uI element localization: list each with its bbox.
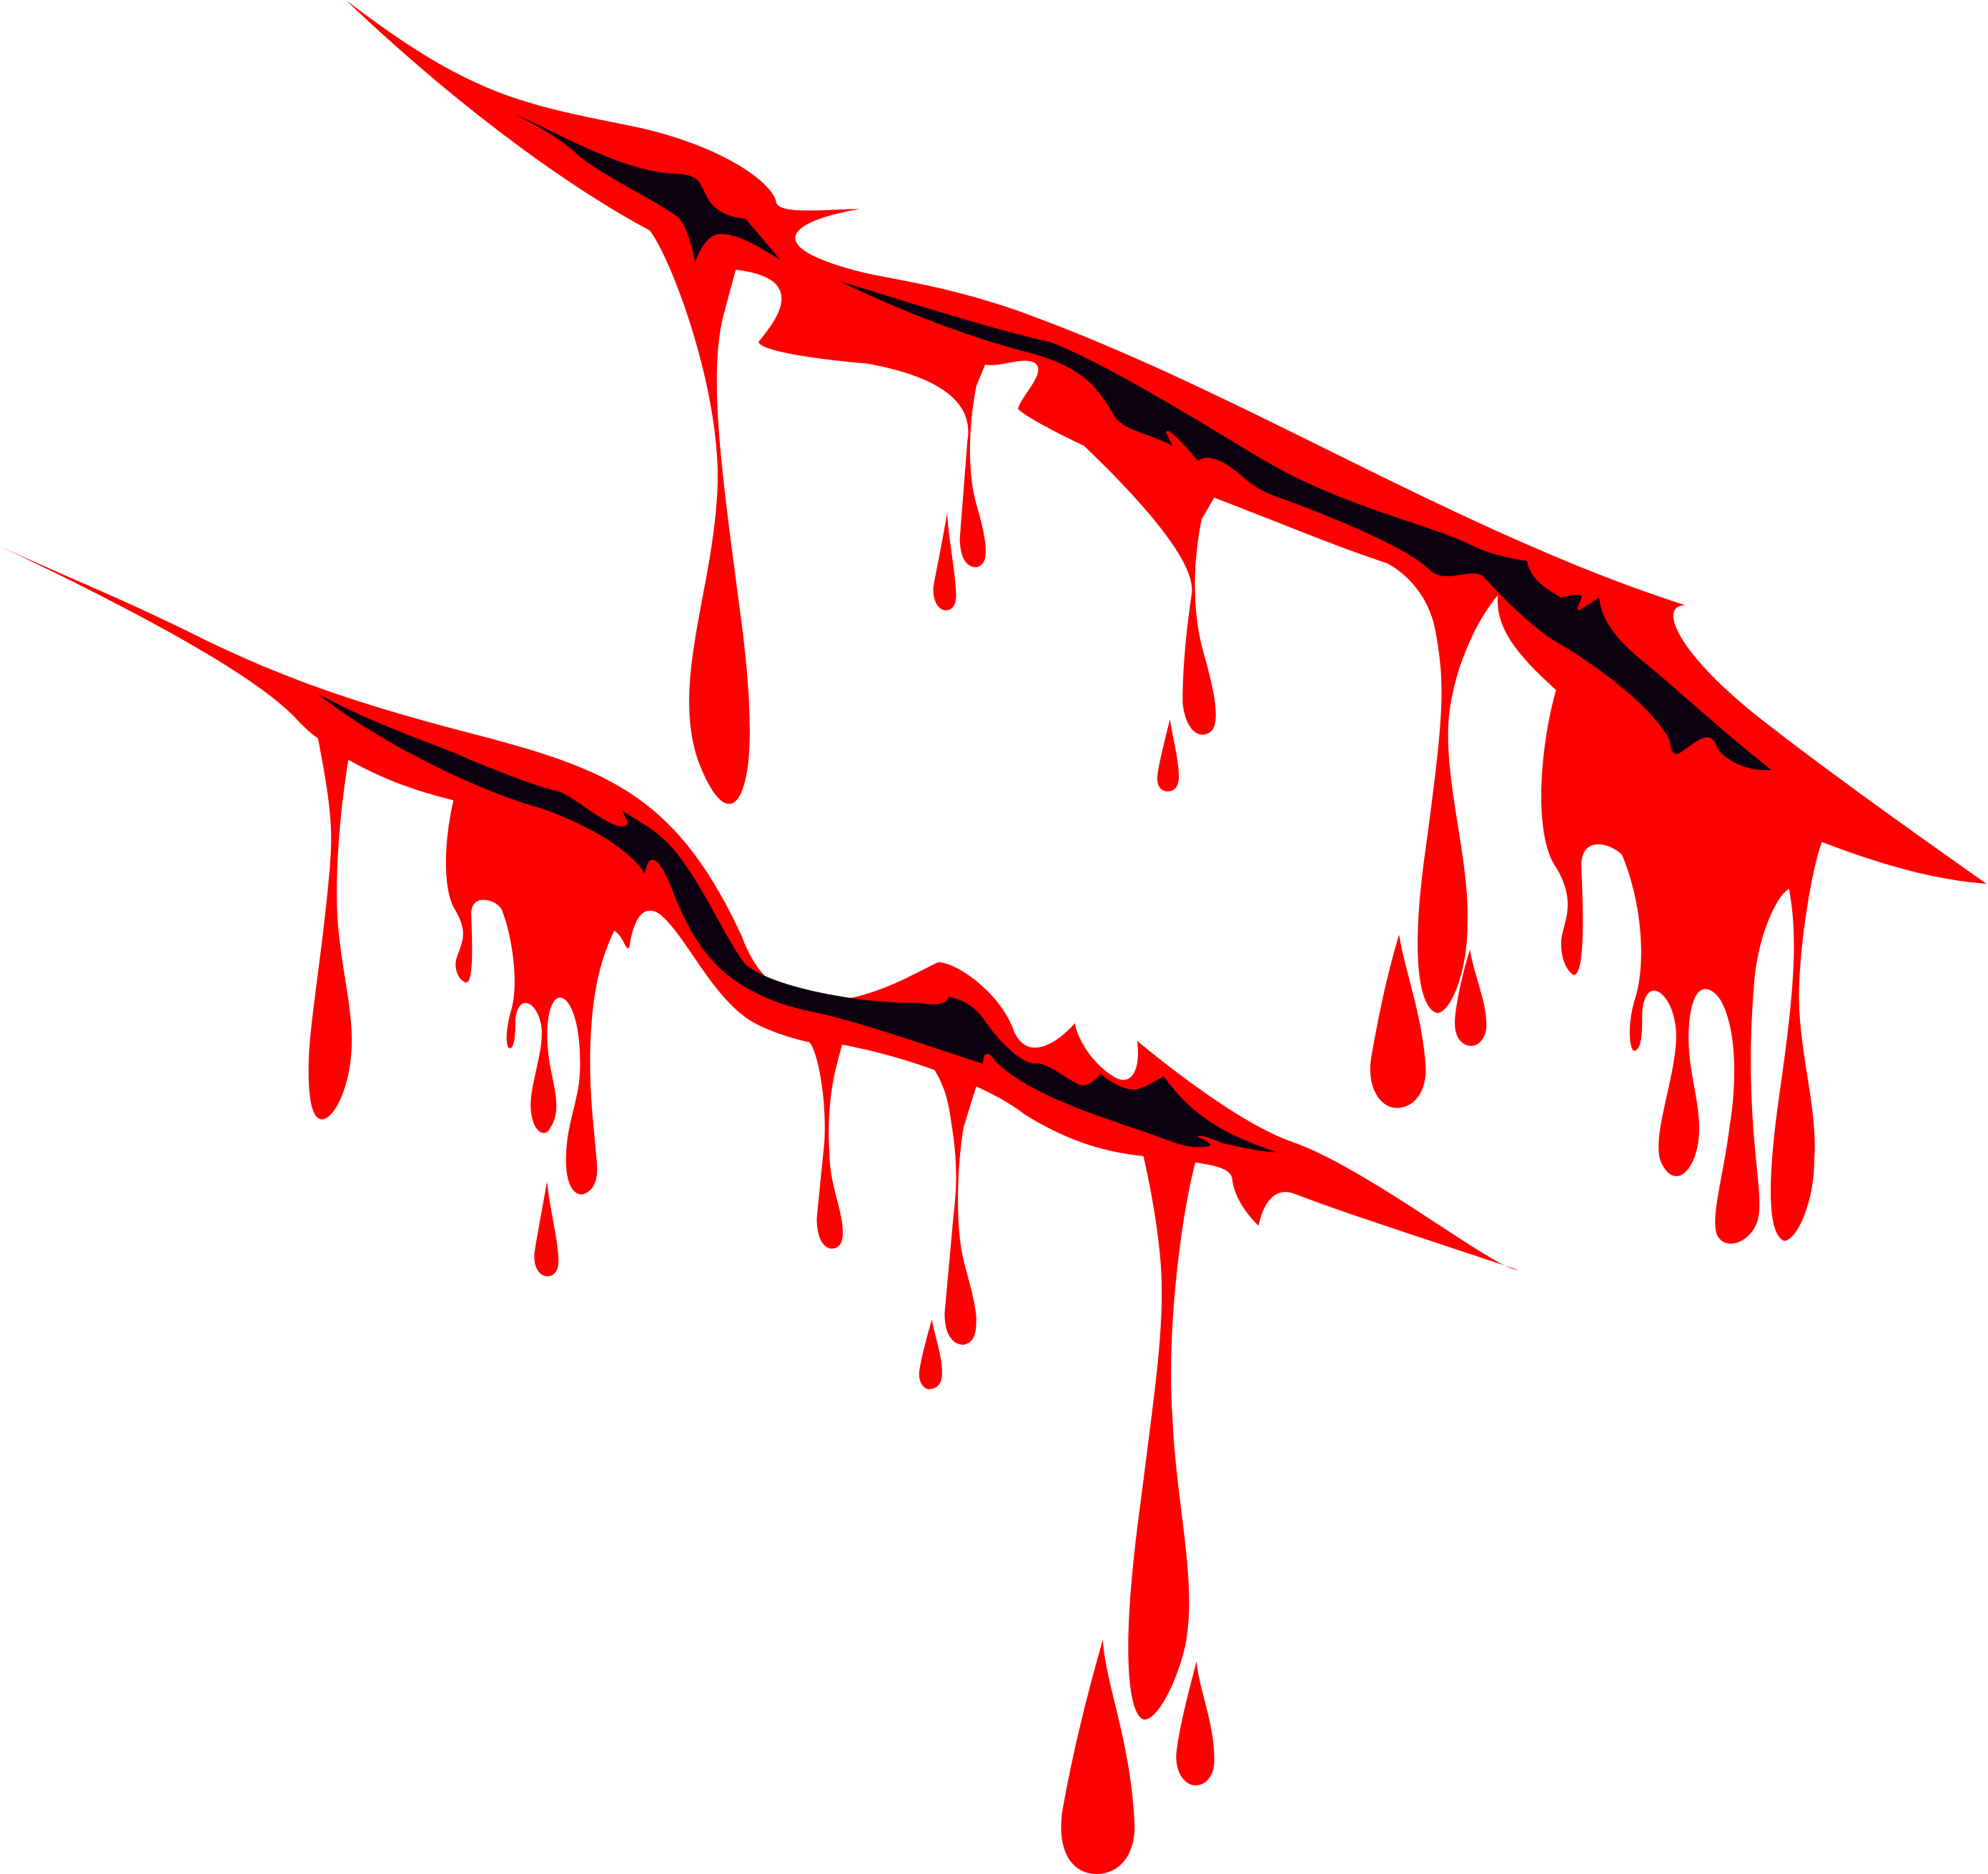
drip-8 (1176, 1661, 1215, 1786)
lower-wound (317, 694, 1278, 1153)
drip-7 (1061, 1639, 1135, 1874)
drip-2 (1157, 719, 1180, 791)
drip-1 (933, 513, 956, 611)
drip-6 (919, 1319, 942, 1389)
upper-slash (345, 0, 1987, 1244)
lower-slash-body (1, 547, 1518, 1720)
drips (534, 513, 1487, 1874)
upper-wound-right (839, 281, 1771, 771)
drip-4 (1455, 950, 1487, 1046)
lower-slash (1, 547, 1518, 1720)
upper-slash-body (345, 0, 1987, 1244)
drip-3 (1370, 934, 1426, 1108)
drip-5 (534, 1181, 559, 1277)
upper-wound-left (514, 114, 781, 264)
